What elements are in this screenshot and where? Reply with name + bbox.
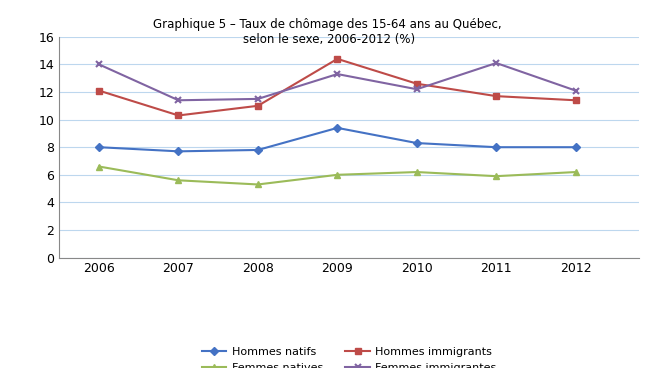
Legend: Hommes natifs, Femmes natives, Hommes immigrants, Femmes immigrantes: Hommes natifs, Femmes natives, Hommes im… [202,347,497,368]
Hommes natifs [95,145,103,149]
Femmes natives [254,182,262,187]
Femmes immigrantes [572,88,580,93]
Femmes immigrantes [413,87,420,92]
Hommes immigrants [413,82,420,86]
Femmes natives [95,164,103,169]
Hommes immigrants [254,104,262,108]
Line: Hommes natifs: Hommes natifs [96,125,579,154]
Femmes natives [492,174,500,178]
Femmes immigrantes [254,97,262,101]
Femmes immigrantes [333,72,341,76]
Femmes natives [572,170,580,174]
Hommes immigrants [95,88,103,93]
Hommes immigrants [333,57,341,61]
Femmes immigrantes [95,62,103,67]
Line: Femmes natives: Femmes natives [96,163,579,188]
Hommes natifs [572,145,580,149]
Hommes immigrants [492,94,500,98]
Hommes natifs [413,141,420,145]
Femmes immigrantes [492,61,500,65]
Hommes immigrants [572,98,580,102]
Hommes natifs [333,126,341,130]
Femmes immigrantes [175,98,183,102]
Text: Graphique 5 – Taux de chômage des 15-64 ans au Québec, 
selon le sexe, 2006-2012: Graphique 5 – Taux de chômage des 15-64 … [154,18,505,46]
Line: Femmes immigrantes: Femmes immigrantes [96,60,579,104]
Line: Hommes immigrants: Hommes immigrants [96,56,579,118]
Femmes natives [413,170,420,174]
Femmes natives [175,178,183,183]
Hommes natifs [492,145,500,149]
Femmes natives [333,173,341,177]
Hommes natifs [254,148,262,152]
Hommes natifs [175,149,183,153]
Hommes immigrants [175,113,183,118]
